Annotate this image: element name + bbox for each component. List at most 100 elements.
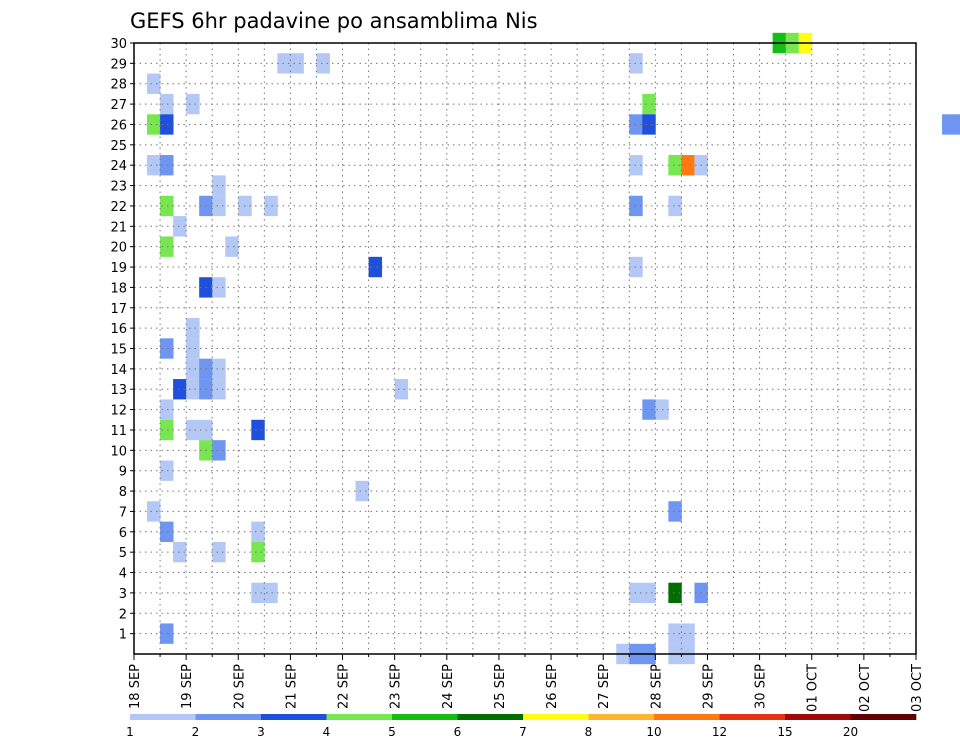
heatmap-cell bbox=[212, 277, 226, 298]
colorbar-swatch bbox=[523, 714, 589, 720]
heatmap-cell bbox=[668, 501, 682, 522]
heatmap-cell bbox=[186, 379, 200, 400]
x-tick-label: 19 SEP bbox=[180, 664, 195, 709]
heatmap-cell bbox=[186, 358, 200, 380]
colorbar-swatch bbox=[654, 714, 720, 720]
y-tick-label: 3 bbox=[119, 587, 127, 602]
y-tick-label: 22 bbox=[110, 200, 127, 215]
colorbar-label: 15 bbox=[777, 725, 792, 739]
y-tick-label: 11 bbox=[110, 424, 127, 439]
y-tick-label: 17 bbox=[110, 302, 127, 317]
x-tick-label: 25 SEP bbox=[493, 664, 508, 709]
y-tick-label: 18 bbox=[110, 281, 127, 296]
heatmap-cell bbox=[147, 114, 161, 135]
x-tick-label: 21 SEP bbox=[284, 664, 299, 709]
heatmap-cell bbox=[160, 460, 174, 481]
heatmap-cell bbox=[160, 399, 174, 420]
heatmap-cell bbox=[681, 623, 695, 644]
heatmap-cell bbox=[642, 399, 656, 420]
colorbar-label: 2 bbox=[192, 725, 200, 739]
heatmap-cell bbox=[186, 419, 200, 441]
colorbar-label: 3 bbox=[257, 725, 265, 739]
heatmap-cell bbox=[668, 155, 682, 176]
heatmap-cell bbox=[225, 236, 239, 257]
heatmap-cell bbox=[212, 379, 226, 400]
heatmap-cell bbox=[355, 480, 369, 502]
heatmap-cell bbox=[212, 358, 226, 380]
y-tick-label: 26 bbox=[110, 118, 127, 133]
y-tick-label: 29 bbox=[110, 57, 127, 72]
heatmap-cell bbox=[160, 155, 174, 176]
y-tick-label: 28 bbox=[110, 78, 127, 93]
heatmap-cell bbox=[212, 541, 226, 563]
heatmap-cell bbox=[173, 379, 187, 400]
heatmap-cell bbox=[160, 93, 174, 115]
heatmap-cell bbox=[642, 93, 656, 115]
y-tick-label: 12 bbox=[110, 404, 127, 419]
heatmap-cell bbox=[147, 73, 161, 94]
colorbar-swatch bbox=[195, 714, 262, 720]
y-tick-label: 1 bbox=[119, 628, 127, 643]
colorbar-label: 4 bbox=[323, 725, 331, 739]
x-tick-label: 03 OCT bbox=[910, 664, 925, 712]
colorbar-label: 12 bbox=[712, 725, 727, 739]
colorbar-label: 7 bbox=[519, 725, 527, 739]
colorbar-swatch bbox=[130, 714, 196, 720]
colorbar-swatch bbox=[850, 714, 917, 720]
x-tick-label: 24 SEP bbox=[441, 664, 456, 709]
colorbar-swatch bbox=[392, 714, 458, 720]
y-tick-label: 5 bbox=[119, 546, 127, 561]
heatmap-cell bbox=[277, 53, 291, 74]
heatmap-cell bbox=[368, 256, 383, 278]
y-tick-label: 30 bbox=[110, 37, 127, 52]
heatmap-cell bbox=[147, 501, 161, 522]
heatmap-cell bbox=[212, 195, 226, 217]
chart-title: GEFS 6hr padavine po ansamblima Nis bbox=[130, 9, 538, 33]
heatmap-cell bbox=[251, 541, 265, 563]
y-tick-label: 15 bbox=[110, 343, 127, 358]
x-axis: 18 SEP 19 SEP 20 SEP 21 SEP 22 SEP 23 SEP 24 S… bbox=[128, 654, 925, 712]
heatmap-cell bbox=[160, 521, 174, 542]
colorbar-label: 1 bbox=[126, 725, 134, 739]
heatmap-cell bbox=[147, 155, 161, 176]
colorbar-label: 10 bbox=[646, 725, 661, 739]
heatmap-cell bbox=[212, 440, 226, 461]
heatmap-cell bbox=[264, 582, 278, 604]
heatmap-cell bbox=[681, 155, 695, 176]
y-tick-label: 4 bbox=[119, 567, 127, 582]
colorbar-swatch bbox=[457, 714, 524, 720]
y-tick-label: 9 bbox=[119, 465, 127, 480]
heatmap-cell bbox=[212, 175, 226, 196]
colorbar-legend: 1 2 3 4 5 6 7 8 10 12 15 20 bbox=[126, 714, 917, 739]
y-axis: 1234567891011121314151617181920212223242… bbox=[110, 37, 134, 643]
heatmap-cell bbox=[264, 195, 278, 217]
y-tick-label: 23 bbox=[110, 180, 127, 195]
heatmap-cell bbox=[394, 379, 409, 400]
heatmap-cell bbox=[186, 93, 200, 115]
heatmap-cell bbox=[251, 521, 265, 542]
heatmap-cell bbox=[160, 195, 174, 217]
y-tick-label: 24 bbox=[110, 159, 127, 174]
y-tick-label: 19 bbox=[110, 261, 127, 276]
heatmap-cell bbox=[642, 582, 656, 604]
x-tick-label: 30 SEP bbox=[754, 664, 769, 709]
y-tick-label: 6 bbox=[119, 526, 127, 541]
colorbar-swatch bbox=[261, 714, 327, 720]
y-tick-label: 27 bbox=[110, 98, 127, 113]
y-tick-label: 21 bbox=[110, 220, 127, 235]
heatmap-cell bbox=[160, 623, 174, 644]
y-tick-label: 2 bbox=[119, 607, 127, 622]
heatmap-cell bbox=[186, 317, 200, 339]
heatmap-cell bbox=[290, 53, 304, 74]
heatmap-cell bbox=[668, 582, 682, 604]
heatmap-cell bbox=[173, 541, 187, 563]
heatmap-cell bbox=[160, 338, 174, 359]
colorbar-label: 20 bbox=[843, 725, 858, 739]
heatmap-cell bbox=[160, 114, 174, 135]
y-tick-label: 13 bbox=[110, 383, 127, 398]
heatmap-cell bbox=[173, 216, 187, 237]
x-tick-label: 26 SEP bbox=[545, 664, 560, 709]
y-tick-label: 10 bbox=[110, 444, 127, 459]
heatmap-cell bbox=[251, 419, 265, 441]
